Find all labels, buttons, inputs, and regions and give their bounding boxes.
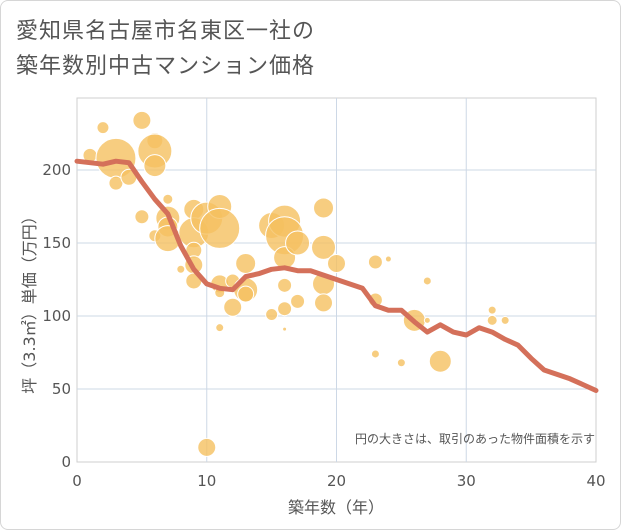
- bubble-point: [132, 110, 152, 130]
- bubble-point: [314, 293, 334, 313]
- trend-series: [74, 158, 599, 393]
- bubble-point: [277, 301, 293, 317]
- bubble-point: [237, 285, 255, 303]
- x-tick-label: 0: [72, 472, 82, 490]
- bubble-point: [176, 264, 186, 274]
- bubble-point: [384, 255, 392, 263]
- bubble-point: [265, 308, 279, 322]
- y-tick-label: 100: [42, 307, 71, 325]
- bubble-point: [370, 349, 380, 359]
- chart-title-line-2: 築年数別中古マンション価格: [16, 54, 316, 79]
- trend-line: [74, 158, 599, 393]
- y-axis-title: 坪（3.3㎡）単価（万円）: [20, 208, 39, 393]
- bubble-point: [96, 121, 110, 135]
- bubble-point: [428, 349, 452, 373]
- chart-title-line-1: 愛知県名古屋市名東区一社の: [16, 19, 316, 44]
- bubble-point: [500, 315, 510, 325]
- bubble-point: [396, 358, 406, 368]
- bubble-point: [223, 297, 243, 317]
- x-tick-label: 30: [457, 472, 476, 490]
- bubble-point: [215, 323, 225, 333]
- bubble-point: [422, 276, 432, 286]
- bubble-point: [487, 305, 497, 315]
- y-tick-label: 50: [52, 380, 71, 398]
- y-tick-label: 150: [42, 234, 71, 252]
- x-tick-label: 10: [197, 472, 216, 490]
- bubble-point: [285, 230, 311, 256]
- x-tick-label: 20: [327, 472, 346, 490]
- bubble-point: [311, 234, 337, 260]
- bubble-point: [313, 197, 335, 219]
- bubble-point: [290, 293, 306, 309]
- chart-title: 愛知県名古屋市名東区一社の 築年数別中古マンション価格: [16, 14, 315, 84]
- bubble-point: [486, 314, 498, 326]
- bubble-point: [162, 193, 174, 205]
- bubble-point: [367, 254, 383, 270]
- bubble-point: [143, 154, 167, 178]
- bubble-point: [197, 437, 217, 457]
- bubble-point: [423, 316, 431, 324]
- tick-labels: 0 10 20 30 40 0 50 100 150 200: [42, 161, 605, 490]
- x-axis-title: 築年数（年）: [288, 498, 384, 517]
- bubble-size-note: 円の大きさは、取引のあった物件面積を示す: [355, 431, 595, 446]
- bubble-series: [82, 110, 510, 457]
- bubble-point: [327, 253, 346, 273]
- bubble-point: [282, 326, 288, 332]
- bubble-point: [235, 252, 257, 274]
- bubble-point: [199, 207, 241, 249]
- x-tick-label: 40: [586, 472, 605, 490]
- bubble-point: [134, 209, 150, 225]
- y-tick-label: 200: [42, 161, 71, 179]
- y-tick-label: 0: [61, 453, 71, 471]
- bubble-point: [277, 277, 293, 293]
